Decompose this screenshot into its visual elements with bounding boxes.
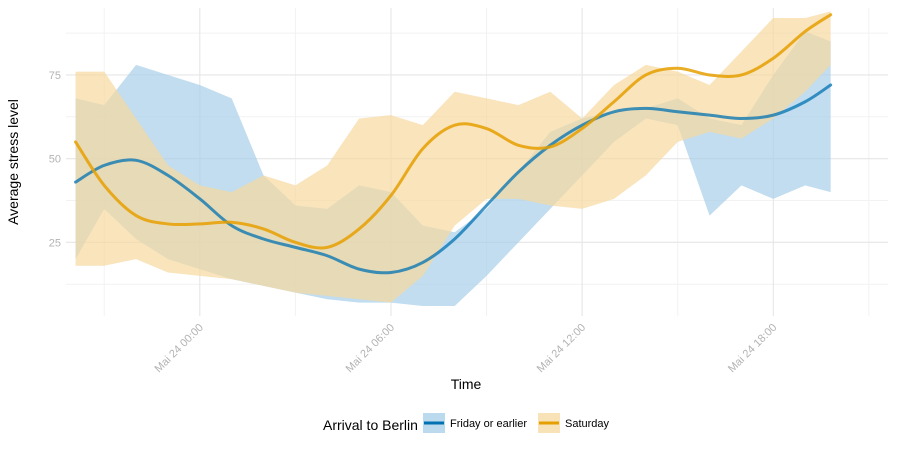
y-tick-label: 50 (49, 154, 61, 166)
legend-label: Saturday (565, 418, 610, 430)
y-axis-title: Average stress level (5, 99, 21, 225)
y-tick-labels: 25 50 75 (49, 70, 61, 249)
legend: Arrival to Berlin Friday or earlier Satur… (323, 413, 610, 433)
series-line-2 (74, 13, 833, 250)
legend-label: Friday or earlier (450, 418, 527, 430)
series-line-1 (74, 83, 833, 275)
y-tick-label: 75 (49, 70, 61, 82)
series-lines (74, 13, 833, 275)
x-axis-title: Time (451, 376, 482, 392)
legend-title: Arrival to Berlin (323, 417, 418, 433)
y-tick-label: 25 (49, 237, 61, 249)
